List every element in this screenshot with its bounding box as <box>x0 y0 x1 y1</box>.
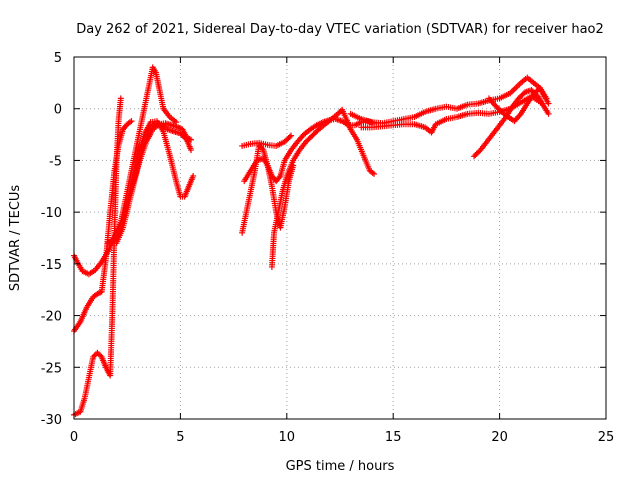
y-tick-label: -15 <box>41 258 62 273</box>
y-tick-label: 0 <box>54 103 62 118</box>
x-axis-label: GPS time / hours <box>286 459 395 474</box>
data-point <box>539 100 546 107</box>
data-point <box>128 118 135 125</box>
x-tick-label: 5 <box>176 430 184 445</box>
data-points <box>71 64 552 418</box>
y-tick-label: -20 <box>41 310 62 325</box>
data-point <box>94 349 101 356</box>
x-tick-label: 25 <box>598 430 615 445</box>
axis-ticks: 0 5 10 15 20 25 -30 -25 -20 -15 -10 -5 0 5 <box>41 51 615 445</box>
y-tick-label: -30 <box>41 413 62 428</box>
data-point <box>543 95 550 102</box>
data-point <box>276 174 283 181</box>
data-point <box>173 119 180 126</box>
x-tick-label: 10 <box>279 430 296 445</box>
y-tick-label: 5 <box>54 51 62 66</box>
data-point <box>286 133 293 140</box>
chart-title: Day 262 of 2021, Sidereal Day-to-day VTE… <box>76 22 604 37</box>
y-axis-label: SDTVAR / TECUs <box>8 185 23 292</box>
data-point <box>545 100 552 107</box>
data-point <box>95 351 102 358</box>
data-point <box>371 170 378 177</box>
data-point <box>545 110 552 117</box>
data-point <box>188 147 195 154</box>
data-point <box>259 145 266 152</box>
x-tick-label: 0 <box>70 430 78 445</box>
data-point <box>190 172 197 179</box>
data-point <box>288 132 295 139</box>
plot-frame <box>73 56 607 420</box>
x-tick-label: 20 <box>491 430 508 445</box>
y-tick-label: -25 <box>41 361 62 376</box>
x-tick-label: 15 <box>385 430 402 445</box>
y-tick-label: -5 <box>49 154 62 169</box>
data-point <box>117 95 124 102</box>
y-tick-label: -10 <box>41 206 62 221</box>
